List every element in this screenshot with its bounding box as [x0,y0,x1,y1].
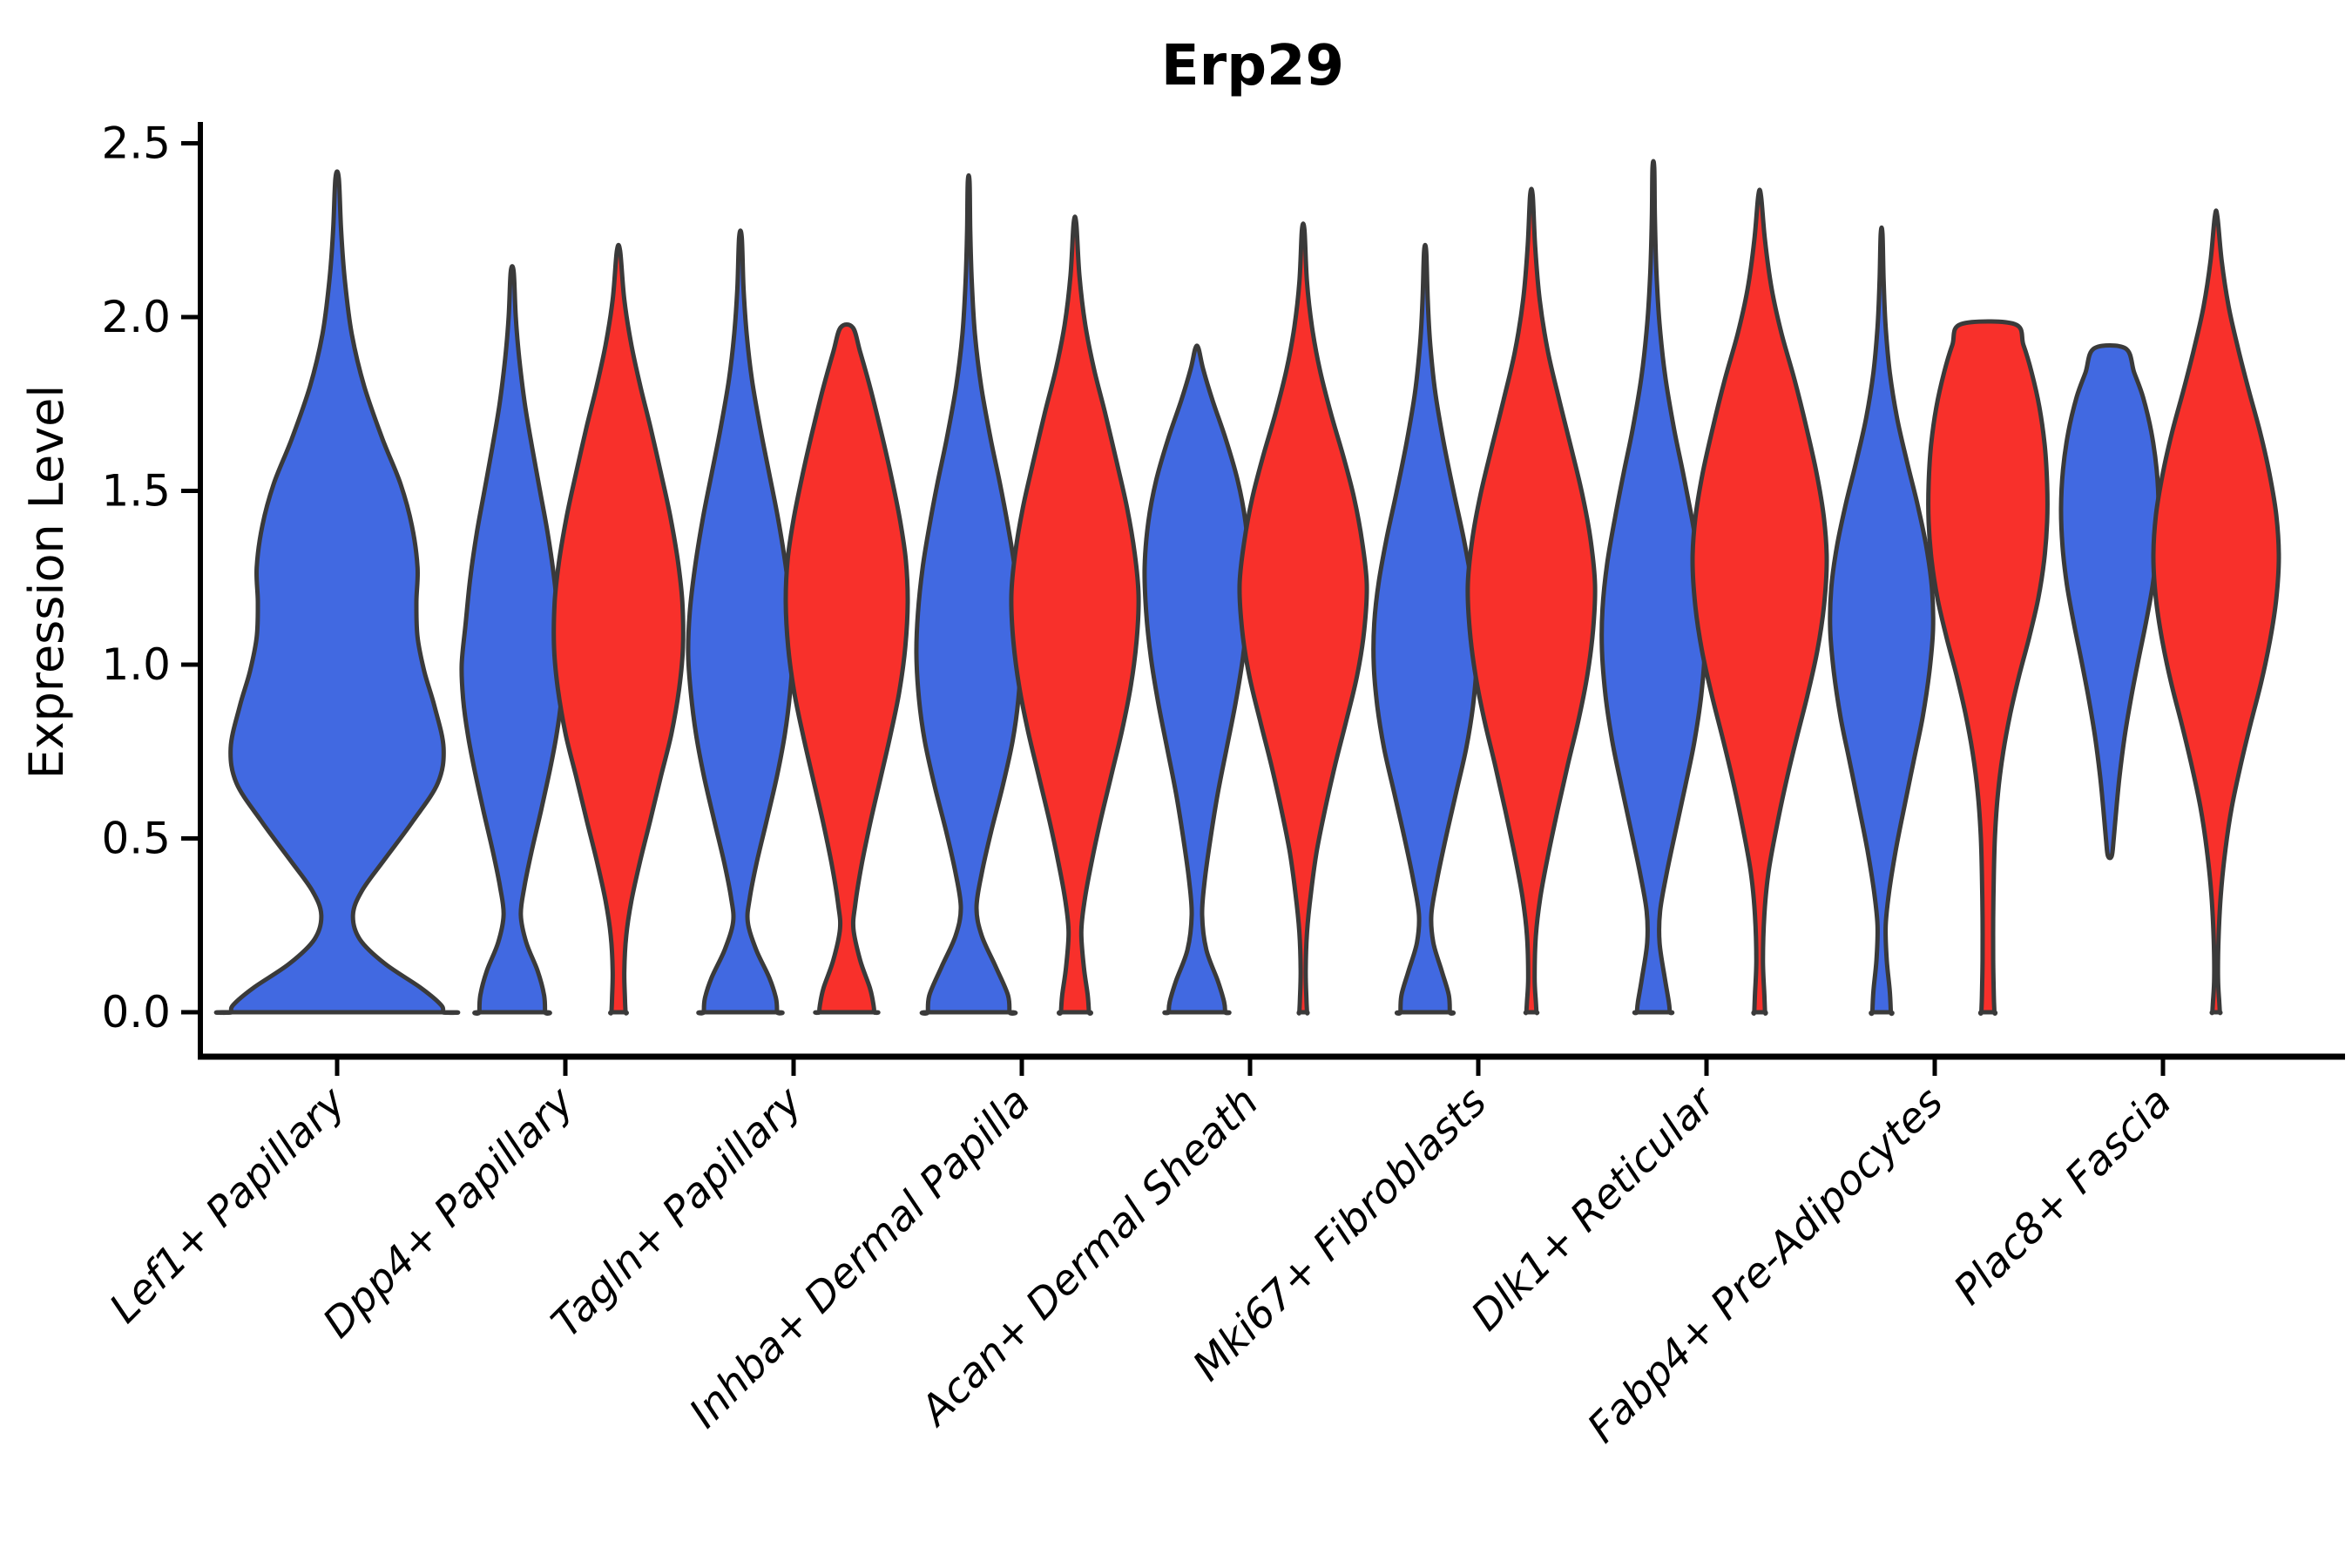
violin-lef1-papillary-blue [213,169,461,1016]
chart-title: Erp29 [1161,34,1344,98]
y-axis-label: Expression Level [19,385,74,780]
y-tick-label: 1.0 [101,639,171,690]
y-tick-label: 2.0 [101,292,171,342]
violins [213,159,2281,1017]
violin-plac8-fascia-red [2151,208,2281,1016]
violin-acan-dermal-sheath-red [1237,221,1369,1016]
violin-inhba-dermal-papilla-red [1009,214,1141,1016]
y-tick-label: 0.0 [101,987,171,1037]
violin-tagln-papillary-red [783,321,910,1016]
violin-fabp4-pre-adipocytes-red [1926,319,2050,1016]
y-tick-label: 0.5 [101,814,171,864]
violin-dpp4-papillary-red [551,242,686,1016]
violin-fabp4-pre-adipocytes-blue [1828,225,1936,1017]
y-tick-label: 1.5 [101,466,171,517]
y-tick-label: 2.5 [101,118,171,169]
violin-mki67-fibroblasts-red [1465,186,1598,1016]
violin-dlk1-reticular-red [1690,187,1829,1016]
violin-inhba-dermal-papilla-blue [914,172,1024,1016]
